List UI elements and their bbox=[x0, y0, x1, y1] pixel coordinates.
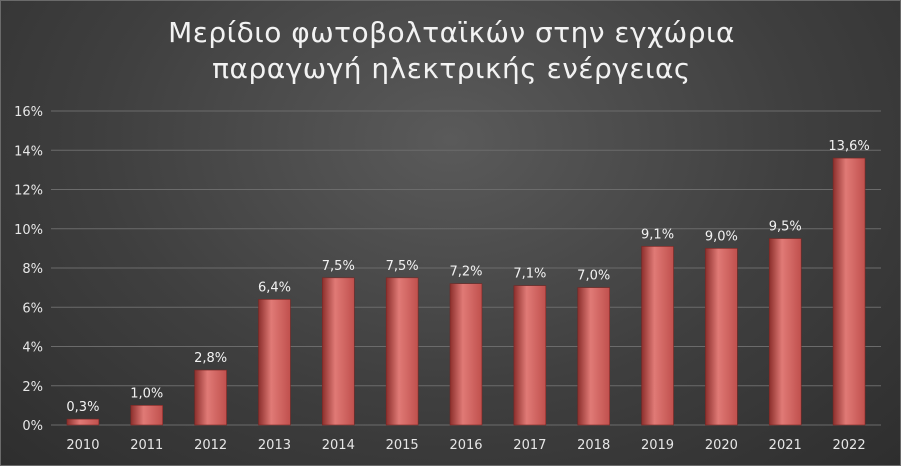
x-tick-label-2016: 2016 bbox=[449, 438, 482, 453]
y-tick-label: 6% bbox=[22, 301, 43, 316]
data-label-2018: 7,0% bbox=[577, 269, 610, 284]
x-tick-label-2021: 2021 bbox=[769, 438, 802, 453]
data-label-2010: 0,3% bbox=[66, 400, 99, 415]
bars bbox=[66, 157, 866, 426]
bar-2013 bbox=[258, 299, 291, 426]
bar-2016 bbox=[449, 283, 483, 426]
y-tick-label: 16% bbox=[14, 105, 43, 120]
bar-2014 bbox=[322, 277, 355, 426]
x-tick-label-2011: 2011 bbox=[130, 438, 163, 453]
y-axis-ticks: 0% 2% 4% 6% 8% 10% 12% 14% 16% bbox=[14, 105, 43, 434]
chart-title: Μερίδιο φωτοβολταϊκών στην εγχώρια παραγ… bbox=[1, 15, 901, 87]
x-tick-label-2015: 2015 bbox=[386, 438, 419, 453]
bar-2015 bbox=[385, 277, 419, 426]
chart-title-line-2: παραγωγή ηλεκτρικής ενέργειας bbox=[212, 52, 691, 85]
y-tick-label: 4% bbox=[22, 341, 43, 356]
x-tick-label-2014: 2014 bbox=[322, 438, 355, 453]
data-labels: 0,3% 1,0% 2,8% 6,4% 7,5% 7,5% 7,2% 7,1% 7,0% 9,1%… bbox=[66, 139, 869, 415]
data-label-2020: 9,0% bbox=[705, 229, 738, 244]
x-axis-ticks: 2010 2011 2012 2013 2014 2015 2016 2017 2018 2019… bbox=[66, 438, 865, 453]
data-label-2017: 7,1% bbox=[513, 267, 546, 282]
bar-2021 bbox=[768, 238, 802, 426]
data-label-2016: 7,2% bbox=[449, 265, 482, 280]
y-tick-label: 2% bbox=[22, 380, 43, 395]
y-tick-label: 0% bbox=[22, 419, 43, 434]
data-label-2014: 7,5% bbox=[322, 259, 355, 274]
data-label-2019: 9,1% bbox=[641, 227, 674, 242]
x-tick-label-2018: 2018 bbox=[577, 438, 610, 453]
x-tick-label-2010: 2010 bbox=[66, 438, 99, 453]
bar-2017 bbox=[513, 285, 547, 426]
y-tick-label: 10% bbox=[14, 223, 43, 238]
data-label-2022: 13,6% bbox=[828, 139, 869, 154]
bar-2010 bbox=[66, 418, 100, 426]
y-tick-label: 8% bbox=[22, 262, 43, 277]
bar-2020 bbox=[705, 248, 738, 426]
bar-2012 bbox=[194, 369, 227, 426]
y-tick-label: 12% bbox=[14, 184, 43, 199]
x-tick-label-2022: 2022 bbox=[833, 438, 866, 453]
bar-2018 bbox=[577, 287, 610, 426]
data-label-2011: 1,0% bbox=[130, 386, 163, 401]
x-tick-label-2020: 2020 bbox=[705, 438, 738, 453]
data-label-2013: 6,4% bbox=[258, 280, 291, 295]
x-tick-label-2017: 2017 bbox=[513, 438, 546, 453]
bar-2022 bbox=[832, 157, 866, 426]
bar-2011 bbox=[130, 405, 164, 426]
x-tick-label-2013: 2013 bbox=[258, 438, 291, 453]
y-tick-label: 14% bbox=[14, 144, 43, 159]
data-label-2012: 2,8% bbox=[194, 351, 227, 366]
chart-title-line-1: Μερίδιο φωτοβολταϊκών στην εγχώρια bbox=[168, 16, 735, 49]
x-tick-label-2012: 2012 bbox=[194, 438, 227, 453]
data-label-2015: 7,5% bbox=[386, 259, 419, 274]
bar-2019 bbox=[641, 246, 674, 426]
x-tick-label-2019: 2019 bbox=[641, 438, 674, 453]
data-label-2021: 9,5% bbox=[769, 220, 802, 235]
